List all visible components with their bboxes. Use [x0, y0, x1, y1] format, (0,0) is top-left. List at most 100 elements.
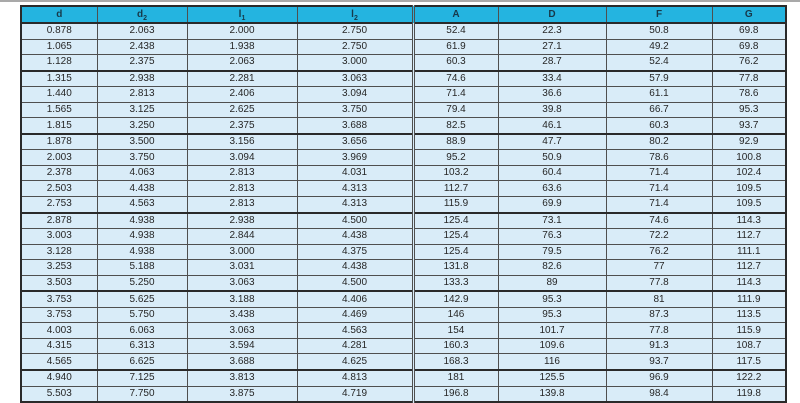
cell-l2-row2: 2.750: [296, 38, 414, 56]
cell-l1-row15: 3.000: [186, 243, 298, 261]
column-header-d: d: [20, 5, 98, 24]
cell-l1-row2: 1.938: [186, 38, 298, 56]
cell-d-row19: 3.753: [20, 306, 98, 324]
cell-F-row18: 81: [605, 290, 713, 308]
cell-A-row16: 131.8: [411, 259, 499, 276]
cell-d-row16: 3.253: [20, 259, 98, 276]
cell-F-row2: 49.2: [605, 38, 713, 56]
table-row: 1.565 3.125 2.625 3.750 79.4 39.8 66.7 95.3: [20, 101, 787, 119]
cell-F-row7: 60.3: [605, 117, 713, 135]
cell-A-row8: 88.9: [411, 133, 499, 151]
cell-F-row5: 61.1: [605, 86, 713, 103]
table-row: 2.753 4.563 2.813 4.313 115.9 69.9 71.4 109.5: [20, 196, 787, 214]
cell-D-row8: 47.7: [497, 133, 607, 151]
cell-F-row16: 77: [605, 259, 713, 276]
cell-A-row23: 181: [411, 369, 499, 387]
cell-G-row24: 119.8: [711, 385, 787, 403]
cell-l1-row21: 3.594: [186, 337, 298, 355]
cell-G-row7: 93.7: [711, 117, 787, 135]
cell-G-row15: 111.1: [711, 243, 787, 261]
table-body: 0.878 2.063 2.000 2.750 52.4 22.3 50.8 69.8 1.06…: [20, 22, 787, 403]
cell-d2-row20: 6.063: [96, 322, 188, 339]
cell-D-row16: 82.6: [497, 259, 607, 276]
cell-d-row8: 1.878: [20, 133, 98, 151]
cell-l1-row16: 3.031: [186, 259, 298, 276]
cell-l2-row15: 4.375: [296, 243, 414, 261]
cell-D-row17: 89: [497, 274, 607, 293]
cell-l1-row6: 2.625: [186, 101, 298, 119]
cell-l2-row9: 3.969: [296, 149, 414, 166]
cell-d-row13: 2.878: [20, 212, 98, 230]
cell-d2-row1: 2.063: [96, 22, 188, 40]
table-row: 3.128 4.938 3.000 4.375 125.4 79.5 76.2 111.1: [20, 243, 787, 261]
cell-G-row21: 108.7: [711, 337, 787, 355]
cell-F-row24: 98.4: [605, 385, 713, 403]
top-edge-line: [0, 0, 800, 2]
cell-A-row22: 168.3: [411, 353, 499, 372]
cell-d-row6: 1.565: [20, 101, 98, 119]
cell-A-row2: 61.9: [411, 38, 499, 56]
cell-l1-row11: 2.813: [186, 180, 298, 198]
cell-d2-row7: 3.250: [96, 117, 188, 135]
cell-D-row10: 60.4: [497, 164, 607, 182]
cell-d2-row12: 4.563: [96, 196, 188, 214]
cell-G-row12: 109.5: [711, 196, 787, 214]
cell-l2-row14: 4.438: [296, 228, 414, 245]
cell-l2-row19: 4.469: [296, 306, 414, 324]
table-row: 1.065 2.438 1.938 2.750 61.9 27.1 49.2 69.8: [20, 38, 787, 56]
cell-G-row10: 102.4: [711, 164, 787, 182]
cell-G-row8: 92.9: [711, 133, 787, 151]
column-header-d2: d2: [96, 5, 188, 24]
cell-A-row17: 133.3: [411, 274, 499, 293]
cell-F-row14: 72.2: [605, 228, 713, 245]
cell-d2-row2: 2.438: [96, 38, 188, 56]
cell-F-row11: 71.4: [605, 180, 713, 198]
cell-l1-row7: 2.375: [186, 117, 298, 135]
cell-G-row14: 112.7: [711, 228, 787, 245]
column-header-G: G: [711, 5, 787, 24]
cell-F-row4: 57.9: [605, 70, 713, 88]
cell-A-row19: 146: [411, 306, 499, 324]
cell-d2-row18: 5.625: [96, 290, 188, 308]
cell-A-row18: 142.9: [411, 290, 499, 308]
cell-l2-row4: 3.063: [296, 70, 414, 88]
cell-F-row12: 71.4: [605, 196, 713, 214]
table-row: 2.003 3.750 3.094 3.969 95.2 50.9 78.6 100.8: [20, 149, 787, 166]
table-row: 3.753 5.625 3.188 4.406 142.9 95.3 81 111.9: [20, 290, 787, 308]
cell-l2-row16: 4.438: [296, 259, 414, 276]
cell-d-row24: 5.503: [20, 385, 98, 403]
cell-d-row4: 1.315: [20, 70, 98, 88]
cell-d-row7: 1.815: [20, 117, 98, 135]
cell-d2-row19: 5.750: [96, 306, 188, 324]
cell-d2-row22: 6.625: [96, 353, 188, 372]
cell-d-row2: 1.065: [20, 38, 98, 56]
table-row: 4.565 6.625 3.688 4.625 168.3 116 93.7 117.5: [20, 353, 787, 372]
table-row: 1.128 2.375 2.063 3.000 60.3 28.7 52.4 76.2: [20, 54, 787, 72]
cell-F-row22: 93.7: [605, 353, 713, 372]
cell-l1-row14: 2.844: [186, 228, 298, 245]
cell-d-row9: 2.003: [20, 149, 98, 166]
cell-G-row13: 114.3: [711, 212, 787, 230]
cell-l2-row6: 3.750: [296, 101, 414, 119]
table-row: 1.815 3.250 2.375 3.688 82.5 46.1 60.3 93.7: [20, 117, 787, 135]
cell-A-row7: 82.5: [411, 117, 499, 135]
cell-d-row10: 2.378: [20, 164, 98, 182]
cell-G-row11: 109.5: [711, 180, 787, 198]
cell-l1-row5: 2.406: [186, 86, 298, 103]
cell-l1-row20: 3.063: [186, 322, 298, 339]
cell-d-row3: 1.128: [20, 54, 98, 72]
cell-F-row15: 76.2: [605, 243, 713, 261]
cell-A-row11: 112.7: [411, 180, 499, 198]
cell-l2-row10: 4.031: [296, 164, 414, 182]
cell-l1-row24: 3.875: [186, 385, 298, 403]
cell-l2-row12: 4.313: [296, 196, 414, 214]
cell-G-row5: 78.6: [711, 86, 787, 103]
cell-D-row13: 73.1: [497, 212, 607, 230]
table-header: d d2 l1 l2 A D F G: [20, 5, 787, 24]
cell-d2-row3: 2.375: [96, 54, 188, 72]
cell-D-row24: 139.8: [497, 385, 607, 403]
cell-l1-row8: 3.156: [186, 133, 298, 151]
cell-D-row19: 95.3: [497, 306, 607, 324]
cell-A-row3: 60.3: [411, 54, 499, 72]
cell-l1-row17: 3.063: [186, 274, 298, 293]
